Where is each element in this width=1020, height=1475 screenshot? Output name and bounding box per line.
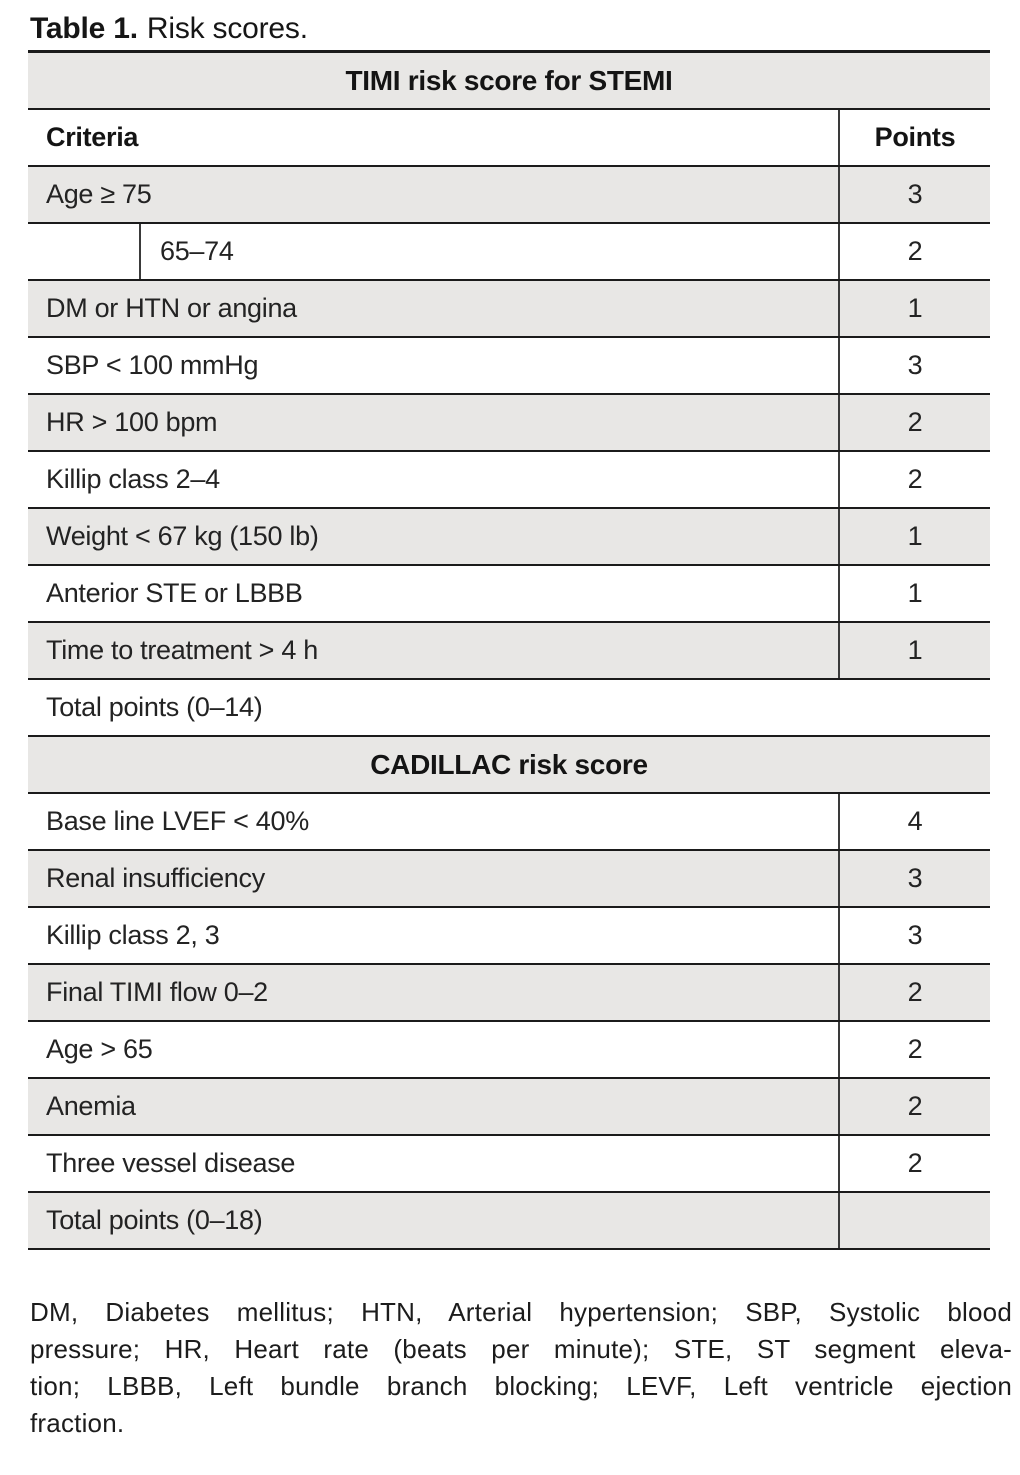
criteria-cell: Weight < 67 kg (150 lb) xyxy=(46,521,319,551)
criteria-cell: Killip class 2, 3 xyxy=(46,920,220,950)
row-renal-insufficiency: Renal insufficiency 3 xyxy=(28,851,990,908)
row-lvef: Base line LVEF < 40% 4 xyxy=(28,794,990,851)
criteria-cell: Killip class 2–4 xyxy=(46,464,220,494)
points-cell: 1 xyxy=(838,623,990,678)
criteria-cell: Age > 65 xyxy=(46,1034,153,1064)
row-dm-htn-angina: DM or HTN or angina 1 xyxy=(28,281,990,338)
criteria-cell: Anemia xyxy=(46,1091,136,1121)
criteria-cell: Anterior STE or LBBB xyxy=(46,578,303,608)
criteria-cell: Three vessel disease xyxy=(46,1148,296,1178)
row-age-65-74: 65–74 2 xyxy=(28,224,990,281)
row-final-timi-flow: Final TIMI flow 0–2 2 xyxy=(28,965,990,1022)
risk-scores-table: TIMI risk score for STEMI Criteria Point… xyxy=(28,50,990,1250)
points-cell: 2 xyxy=(838,395,990,450)
row-total-points-timi: Total points (0–14) xyxy=(28,680,990,737)
criteria-cell: Renal insufficiency xyxy=(46,863,265,893)
row-sbp: SBP < 100 mmHg 3 xyxy=(28,338,990,395)
points-cell: 3 xyxy=(838,167,990,222)
footnote-line: tion; LBBB, Left bundle branch blocking;… xyxy=(30,1371,1012,1401)
indent-spacer-cell xyxy=(28,224,141,279)
points-cell xyxy=(840,680,990,735)
criteria-cell: 65–74 xyxy=(160,236,234,266)
criteria-cell: Final TIMI flow 0–2 xyxy=(46,977,268,1007)
points-cell: 3 xyxy=(838,908,990,963)
points-cell: 1 xyxy=(838,281,990,336)
points-cell: 2 xyxy=(838,1022,990,1077)
points-cell: 4 xyxy=(838,794,990,849)
table-caption: Table 1. Risk scores. xyxy=(0,0,1020,46)
points-cell xyxy=(838,1193,990,1248)
row-three-vessel-disease: Three vessel disease 2 xyxy=(28,1136,990,1193)
points-cell: 2 xyxy=(838,452,990,507)
abbreviations-footnote: DM, Diabetes mellitus; HTN, Arterial hyp… xyxy=(30,1294,1012,1442)
criteria-cell: Base line LVEF < 40% xyxy=(46,806,309,836)
row-anemia: Anemia 2 xyxy=(28,1079,990,1136)
points-cell: 3 xyxy=(838,851,990,906)
criteria-column-header: Criteria xyxy=(46,122,139,152)
row-killip-2-4: Killip class 2–4 2 xyxy=(28,452,990,509)
row-weight: Weight < 67 kg (150 lb) 1 xyxy=(28,509,990,566)
points-cell: 1 xyxy=(838,509,990,564)
row-total-points-cadillac: Total points (0–18) xyxy=(28,1193,990,1250)
row-age-65: Age > 65 2 xyxy=(28,1022,990,1079)
section-header-cadillac-label: CADILLAC risk score xyxy=(370,748,648,780)
criteria-cell: Age ≥ 75 xyxy=(46,179,152,209)
row-time-to-treatment: Time to treatment > 4 h 1 xyxy=(28,623,990,680)
row-anterior-ste-lbbb: Anterior STE or LBBB 1 xyxy=(28,566,990,623)
footnote-line: fraction. xyxy=(30,1408,125,1438)
row-age-75: Age ≥ 75 3 xyxy=(28,167,990,224)
criteria-cell: SBP < 100 mmHg xyxy=(46,350,259,380)
points-cell: 2 xyxy=(838,1136,990,1191)
points-cell: 2 xyxy=(838,224,990,279)
column-header-row: Criteria Points xyxy=(28,110,990,167)
criteria-cell: Total points (0–18) xyxy=(46,1205,263,1235)
criteria-cell: Total points (0–14) xyxy=(46,692,263,722)
points-cell: 2 xyxy=(838,965,990,1020)
section-header-timi-label: TIMI risk score for STEMI xyxy=(345,64,673,96)
criteria-cell: Time to treatment > 4 h xyxy=(46,635,318,665)
points-cell: 3 xyxy=(838,338,990,393)
row-hr: HR > 100 bpm 2 xyxy=(28,395,990,452)
points-cell: 1 xyxy=(838,566,990,621)
points-cell: 2 xyxy=(838,1079,990,1134)
row-killip-2-3: Killip class 2, 3 3 xyxy=(28,908,990,965)
footnote-line: DM, Diabetes mellitus; HTN, Arterial hyp… xyxy=(30,1297,1012,1327)
section-header-timi: TIMI risk score for STEMI xyxy=(28,53,990,110)
table-caption-label: Table 1. xyxy=(30,12,138,45)
section-header-cadillac: CADILLAC risk score xyxy=(28,737,990,794)
footnote-line: pressure; HR, Heart rate (beats per minu… xyxy=(30,1334,1012,1364)
criteria-cell: HR > 100 bpm xyxy=(46,407,218,437)
points-column-header: Points xyxy=(838,110,990,165)
criteria-cell: DM or HTN or angina xyxy=(46,293,297,323)
table-caption-text: Risk scores. xyxy=(146,12,308,45)
